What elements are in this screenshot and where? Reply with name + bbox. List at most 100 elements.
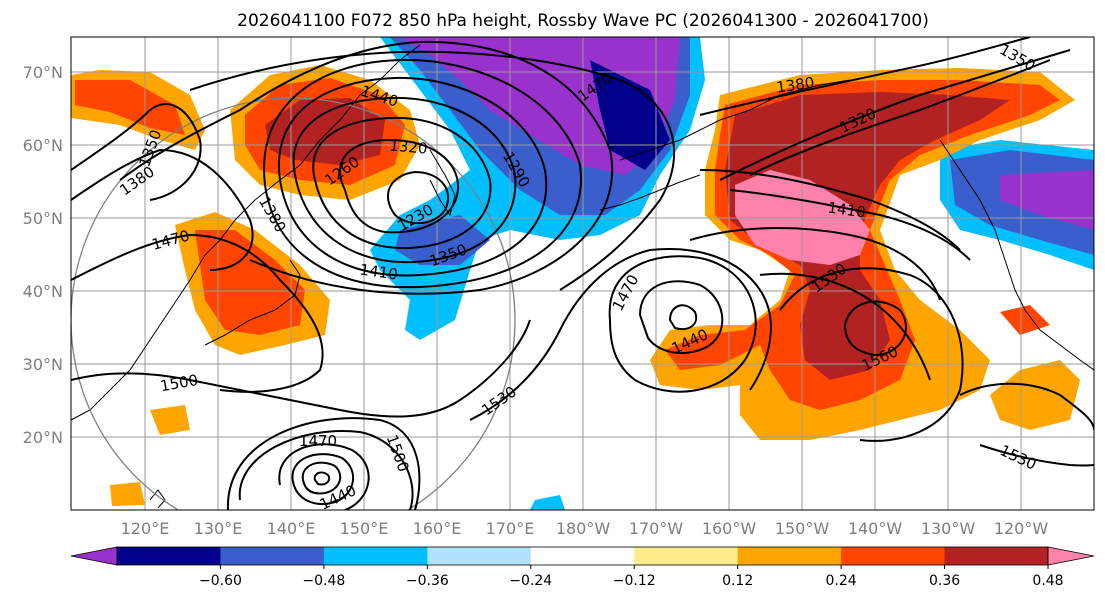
contour-ne-1350 (719, 49, 1071, 181)
contour-high-1500 (608, 255, 757, 393)
lat-label: 40°N (23, 282, 63, 301)
contour-ne-1470 (689, 227, 941, 301)
contour-1530-mid (469, 248, 772, 421)
colorbar-segment (841, 547, 946, 565)
contour-label: 1380 (775, 73, 815, 96)
contour-label: 1320 (389, 136, 429, 157)
coast-aleutians (599, 174, 701, 211)
colorbar-segment (530, 547, 635, 565)
colorbar-segment (737, 547, 842, 565)
contour-typhoon-1470 (238, 430, 414, 510)
contour-high-1470 (638, 280, 724, 355)
colorbar-segments (117, 547, 1049, 565)
colorbar-segment (427, 547, 532, 565)
contour-se-1530-b (979, 444, 1094, 467)
contour-low-1320 (292, 96, 517, 264)
contour-1350-west (71, 103, 202, 201)
contour-label: 1410 (827, 198, 867, 221)
colorbar-extend-high (1047, 546, 1095, 566)
positive-anomaly-small-west (150, 405, 190, 435)
contour-se-1530 (959, 382, 1094, 431)
contour-high-1560 (843, 300, 907, 357)
positive-anomaly-gulf-of-alaska-deep (725, 92, 1010, 380)
lon-label: 170°E (486, 519, 535, 538)
contour-typhoon-1350 (313, 471, 331, 486)
lon-label: 120°E (121, 519, 170, 538)
positive-anomaly-japan-core (195, 230, 305, 335)
coast-asia (71, 44, 421, 421)
colorbar-segment (220, 547, 325, 565)
height-contours (71, 37, 1094, 510)
colorbar-tick-label: −0.12 (613, 573, 656, 589)
coastlines (71, 44, 1094, 509)
lat-label: 30°N (23, 355, 63, 374)
contour-low-1410 (119, 40, 614, 295)
colorbar-segment (323, 547, 428, 565)
lon-label: 170°W (629, 519, 684, 538)
contour-low-1350 (277, 76, 548, 277)
contour-1470-west (71, 233, 324, 393)
colorbar-tick-label: 0.12 (722, 573, 753, 589)
colorbar-tick-label: −0.24 (509, 573, 552, 589)
lat-label: 20°N (23, 428, 63, 447)
longitude-labels: 120°E 130°E 140°E 150°E 160°E 170°E 180°… (121, 519, 1049, 538)
colorbar-ticks: −0.60 −0.48 −0.36 −0.24 −0.12 0.12 0.24 0.36 0.4… (199, 565, 1064, 589)
lon-label: 160°E (413, 519, 462, 538)
lon-label: 140°W (848, 519, 903, 538)
map-frame (70, 36, 1095, 511)
colorbar-tick-label: −0.60 (199, 573, 242, 589)
contour-high-1440 (668, 304, 698, 331)
contour-ne-1530 (779, 267, 964, 442)
contour-ne-1440 (699, 169, 961, 251)
colorbar-tick-label: 0.36 (929, 573, 960, 589)
lon-label: 150°E (340, 519, 389, 538)
map-content: 1440 1470 1380 1350 1320 1290 1260 1230 … (71, 37, 1094, 510)
lat-label: 50°N (23, 209, 63, 228)
contour-label: 1470 (299, 432, 337, 450)
colorbar-segment (634, 547, 739, 565)
figure-title: 2026041100 F072 850 hPa height, Rossby W… (237, 11, 929, 31)
colorbar: −0.60 −0.48 −0.36 −0.24 −0.12 0.12 0.24 0.36 0.4… (70, 546, 1095, 589)
lon-label: 180°W (556, 519, 611, 538)
contour-typhoon-1380 (301, 461, 342, 495)
negative-anomaly-small (530, 495, 565, 510)
colorbar-tick-label: −0.48 (302, 573, 345, 589)
contour-low-1290 (312, 116, 492, 250)
lon-label: 130°W (921, 519, 976, 538)
contour-1380-west (71, 148, 254, 271)
coast-taiwan (149, 489, 166, 509)
colorbar-tick-label: 0.48 (1032, 573, 1063, 589)
contour-1500-west (71, 319, 531, 418)
positive-anomaly-siberia-core (75, 80, 185, 135)
colorbar-tick-label: −0.36 (406, 573, 449, 589)
latitude-labels: 70°N 60°N 50°N 40°N 30°N 20°N (23, 63, 63, 447)
contour-1440-north (189, 50, 676, 291)
lon-label: 140°E (267, 519, 316, 538)
contour-typhoon-1500 (226, 417, 421, 510)
colorbar-segment (944, 547, 1049, 565)
contour-typhoon-1410 (291, 453, 355, 505)
coast-alaska (619, 79, 851, 161)
lon-label: 130°E (194, 519, 243, 538)
contour-ne-1320 (749, 59, 1051, 176)
coast-north-america (939, 139, 1094, 371)
coast-japan (204, 259, 301, 346)
negative-anomaly-west-coast-deep (1000, 170, 1094, 230)
contour-low-1380 (263, 58, 582, 289)
anomaly-shading (71, 37, 1094, 510)
lon-label: 150°W (775, 519, 830, 538)
contour-typhoon-1440 (278, 443, 370, 510)
colorbar-extend-low (70, 546, 118, 566)
lon-label: 160°W (702, 519, 757, 538)
positive-anomaly-small-south (110, 482, 145, 506)
contour-label: 1410 (359, 260, 399, 283)
contour-low-1230 (386, 170, 450, 225)
contour-ne-1500 (759, 272, 931, 381)
lat-label: 60°N (23, 136, 63, 155)
colorbar-segment (117, 547, 221, 565)
lat-label: 70°N (23, 63, 63, 82)
colorbar-frame (116, 546, 1049, 566)
contour-low-1260 (339, 138, 460, 234)
contour-ne-1410 (729, 189, 971, 261)
